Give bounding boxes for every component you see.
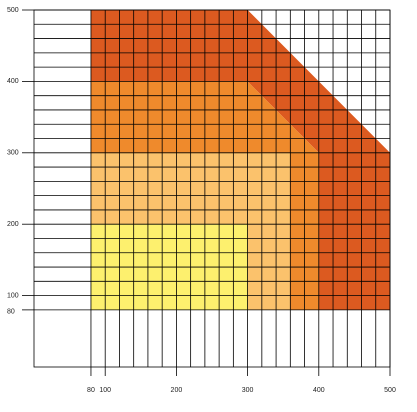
- y-tick-label: 400: [7, 78, 19, 85]
- x-tick-label: 100: [99, 387, 111, 394]
- region: [90, 10, 391, 310]
- y-tick-label: 80: [7, 309, 15, 316]
- x-tick-label: 80: [87, 387, 95, 394]
- x-tick-label: 400: [313, 387, 325, 394]
- y-tick-label: 100: [7, 292, 19, 299]
- y-tick-label: 200: [7, 221, 19, 228]
- x-tick-label: 500: [384, 387, 396, 394]
- y-tick-label: 300: [7, 150, 19, 157]
- x-tick-label: 300: [242, 387, 254, 394]
- x-tick-label: 200: [171, 387, 183, 394]
- y-tick-label: 500: [7, 7, 19, 14]
- plot-frame: [33, 9, 391, 368]
- region: [90, 152, 291, 310]
